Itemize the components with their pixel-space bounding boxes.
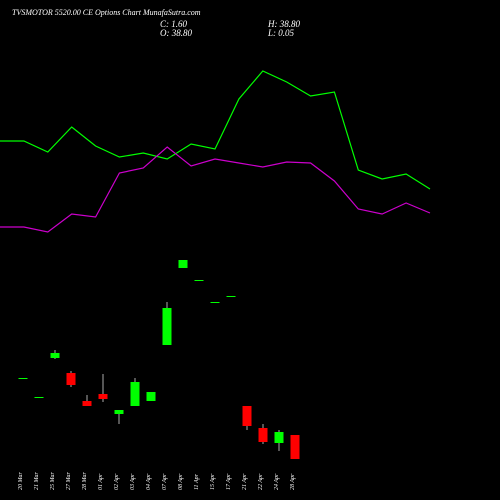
- x-tick-label: 08 Apr: [178, 473, 184, 490]
- x-tick-label: 28 Apr: [290, 473, 296, 490]
- candle-body: [114, 410, 124, 414]
- x-tick-label: 02 Apr: [114, 473, 120, 490]
- candle-body: [194, 280, 204, 281]
- candle-body: [130, 382, 140, 406]
- candle-body: [290, 435, 300, 459]
- candle-body: [146, 392, 156, 401]
- x-tick-label: 11 Apr: [194, 473, 200, 490]
- candle-body: [178, 260, 188, 268]
- candle-body: [210, 302, 220, 303]
- x-tick-label: 07 Apr: [162, 473, 168, 490]
- candle-body: [66, 373, 76, 385]
- candle-body: [50, 353, 60, 358]
- candle-body: [274, 432, 284, 443]
- candle-body: [82, 401, 92, 406]
- x-tick-label: 17 Apr: [226, 473, 232, 490]
- candle-body: [242, 406, 252, 426]
- x-tick-label: 03 Apr: [130, 473, 136, 490]
- candle-body: [162, 308, 172, 345]
- indicator-line: [0, 146, 431, 233]
- indicator-line: [0, 70, 431, 190]
- x-tick-label: 15 Apr: [210, 473, 216, 490]
- stat: L: 0.05: [267, 28, 295, 38]
- candle-body: [98, 394, 108, 399]
- x-tick-label: 28 Mar: [82, 472, 88, 490]
- x-tick-label: 20 Mar: [18, 472, 24, 490]
- candle-body: [18, 378, 28, 379]
- x-tick-label: 21 Mar: [34, 472, 40, 490]
- x-tick-label: 22 Apr: [258, 473, 264, 490]
- x-tick-label: 27 Mar: [66, 472, 72, 490]
- candle-body: [226, 296, 236, 297]
- candle-body: [258, 428, 268, 442]
- candle-body: [34, 397, 44, 398]
- chart-title: TVSMOTOR 5520.00 CE Options Chart Munafa…: [12, 8, 201, 17]
- x-tick-label: 21 Apr: [242, 473, 248, 490]
- stat: O: 38.80: [160, 28, 192, 38]
- stat: H: 38.80: [267, 19, 300, 29]
- x-tick-label: 01 Apr: [98, 473, 104, 490]
- x-tick-label: 25 Mar: [50, 472, 56, 490]
- x-tick-label: 24 Apr: [273, 473, 280, 490]
- stat: C: 1.60: [160, 19, 188, 29]
- x-tick-label: 04 Apr: [145, 473, 152, 490]
